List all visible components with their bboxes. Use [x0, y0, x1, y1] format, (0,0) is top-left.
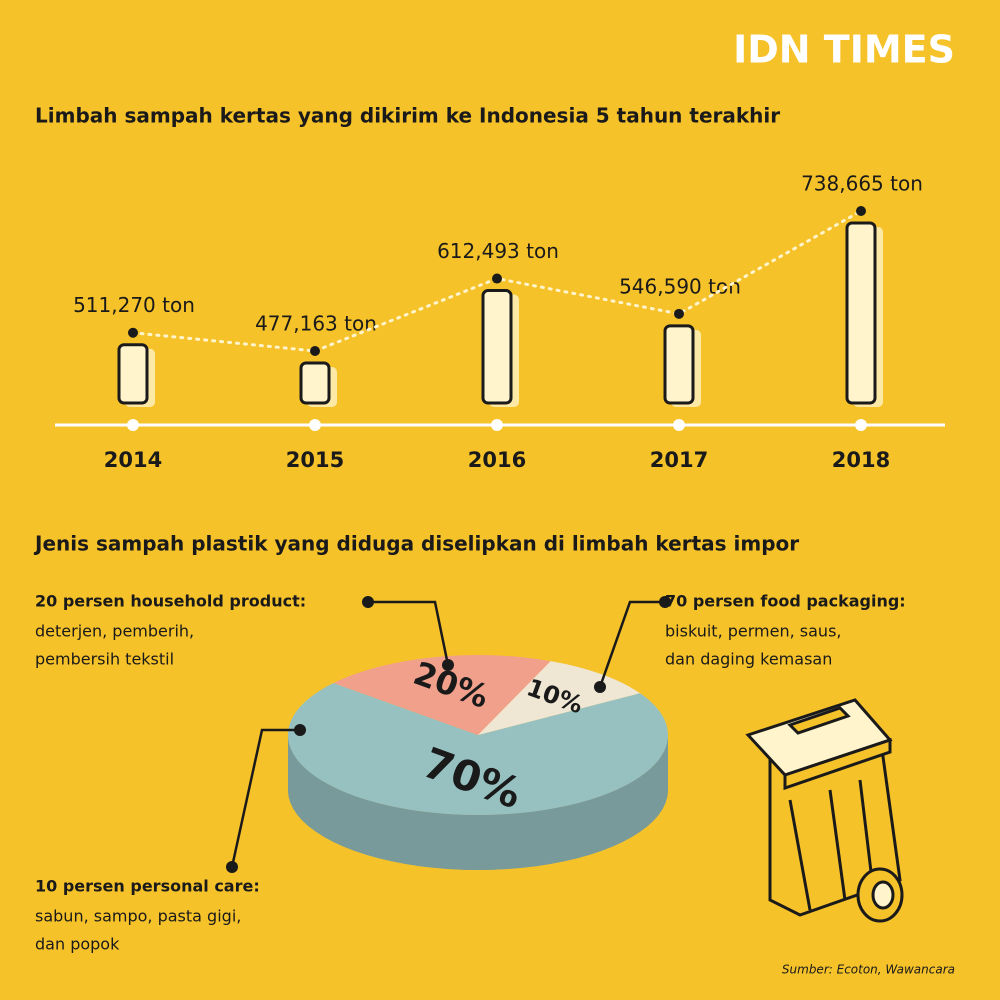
value-label: 477,163 ton — [255, 312, 377, 336]
source: Sumber: Ecoton, Wawancara — [782, 963, 955, 977]
slice — [333, 655, 551, 735]
point — [856, 206, 866, 216]
callout-dot — [294, 724, 306, 736]
annotation-text: sabun, sampo, pasta gigi, — [35, 907, 241, 926]
annotation-text: biskuit, permen, saus, — [665, 622, 841, 641]
callout-dot — [226, 861, 238, 873]
callout-line — [368, 600, 450, 666]
annotation-title: 10 persen personal care: — [35, 877, 260, 896]
callout-line — [598, 600, 665, 688]
callout-line — [230, 728, 300, 868]
point — [674, 308, 684, 319]
value-label: 612,493 ton — [437, 239, 559, 263]
value-label: 511,270 ton — [73, 293, 195, 317]
slice — [478, 661, 640, 735]
bar — [481, 289, 513, 405]
bar — [663, 324, 695, 405]
logo: IDN TIMES — [733, 28, 955, 72]
callout-dot — [362, 596, 374, 608]
x-tick-label: 2015 — [286, 448, 344, 472]
annotation-title: 70 persen food packaging: — [665, 592, 906, 611]
slice-side — [288, 735, 668, 870]
slice — [288, 683, 668, 815]
value-label: 738,665 ton — [801, 172, 923, 196]
callout-dot — [594, 681, 606, 693]
baseline-dot — [127, 419, 139, 431]
chart-title: Jenis sampah plastik yang diduga diselip… — [33, 532, 799, 556]
annotation-title: 20 persen household product: — [35, 592, 306, 611]
bar — [845, 221, 877, 405]
point — [492, 273, 502, 284]
bar — [117, 343, 149, 405]
bar — [299, 361, 331, 405]
point — [310, 346, 320, 356]
x-tick-label: 2016 — [468, 448, 526, 472]
chart-title: Limbah sampah kertas yang dikirim ke Ind… — [35, 104, 780, 128]
baseline-dot — [673, 419, 685, 431]
x-tick-label: 2014 — [104, 448, 162, 472]
x-tick-label: 2018 — [832, 448, 890, 472]
annotation-text: pembersih tekstil — [35, 650, 174, 669]
baseline-dot — [491, 419, 503, 431]
value-label: 546,590 ton — [619, 274, 741, 298]
baseline-dot — [855, 419, 867, 431]
trash-bin-illustration — [745, 698, 904, 923]
annotation-text: dan daging kemasan — [665, 650, 832, 669]
x-tick-label: 2017 — [650, 448, 708, 472]
callout-dot — [659, 596, 671, 608]
point — [128, 327, 138, 338]
annotation-text: dan popok — [35, 935, 120, 954]
baseline-dot — [309, 419, 321, 431]
annotation-text: deterjen, pemberih, — [35, 622, 194, 641]
callout-dot — [442, 659, 454, 671]
